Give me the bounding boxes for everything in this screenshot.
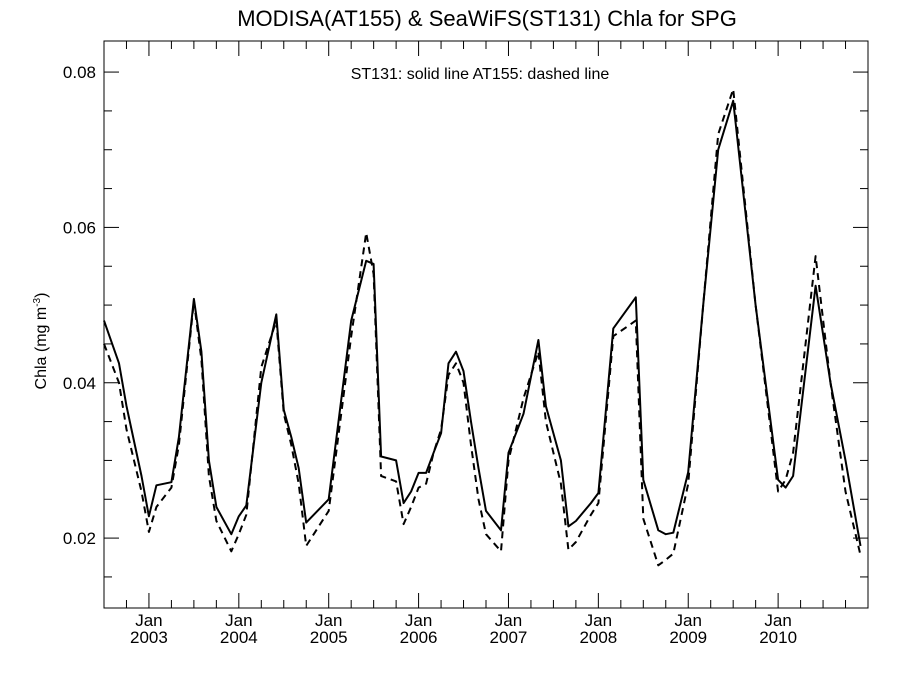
chart-title: MODISA(AT155) & SeaWiFS(ST131) Chla for … — [237, 6, 737, 31]
y-tick-label: 0.02 — [63, 529, 96, 548]
y-axis-label-superscript: -3 — [32, 297, 43, 306]
x-tick-month-label: Jan — [135, 611, 162, 630]
y-tick-label: 0.08 — [63, 63, 96, 82]
series-line-st131 — [103, 99, 862, 547]
x-tick-year-label: 2010 — [759, 628, 797, 647]
y-tick-label: 0.06 — [63, 218, 96, 237]
x-tick-year-label: 2007 — [490, 628, 528, 647]
x-tick-year-label: 2004 — [220, 628, 258, 647]
x-tick-year-label: 2008 — [579, 628, 617, 647]
plot-frame — [103, 40, 869, 609]
x-tick-month-label: Jan — [764, 611, 791, 630]
y-axis-label-main: Chla (mg m — [33, 307, 50, 390]
y-axis-label: Chla (mg m-3) — [32, 293, 50, 390]
x-tick-month-label: Jan — [495, 611, 522, 630]
x-tick-year-label: 2009 — [669, 628, 707, 647]
axis-ticks: 0.020.040.060.08Jan2003Jan2004Jan2005Jan… — [63, 41, 868, 647]
series-annotation: ST131: solid line AT155: dashed line — [351, 66, 610, 83]
x-tick-month-label: Jan — [225, 611, 252, 630]
series-line-at155 — [103, 88, 862, 567]
x-tick-month-label: Jan — [585, 611, 612, 630]
series-layer — [103, 88, 862, 567]
x-tick-month-label: Jan — [405, 611, 432, 630]
x-tick-year-label: 2003 — [130, 628, 168, 647]
x-tick-month-label: Jan — [315, 611, 342, 630]
x-tick-month-label: Jan — [675, 611, 702, 630]
y-axis-label-close: ) — [33, 293, 50, 298]
x-tick-year-label: 2006 — [400, 628, 438, 647]
y-tick-label: 0.04 — [63, 374, 96, 393]
x-tick-year-label: 2005 — [310, 628, 348, 647]
